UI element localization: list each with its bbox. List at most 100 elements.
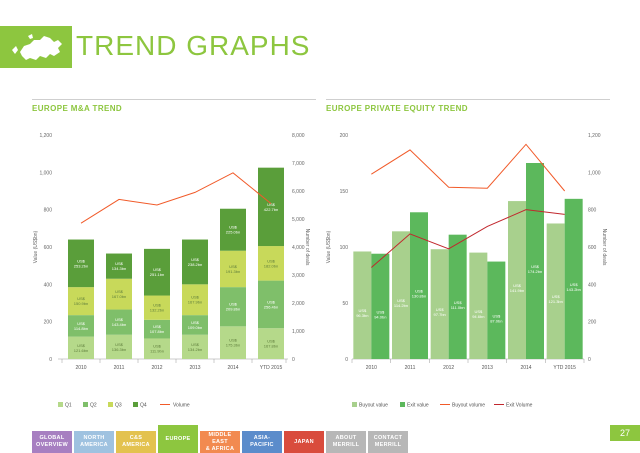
nav-c-s-america[interactable]: C&S AMERICA — [116, 431, 156, 453]
pe-left-tick-label: 150 — [340, 189, 349, 195]
nav-about-merrill[interactable]: ABOUT MERRILL — [326, 431, 366, 453]
pe-x-tick-label: 2012 — [443, 365, 454, 371]
ma-bar-label: 256.4bn — [264, 304, 278, 309]
ma-bar-q3 — [182, 284, 208, 316]
nav-north-america[interactable]: NORTH AMERICA — [74, 431, 114, 453]
pe-bar-exit — [526, 163, 544, 359]
pe-buyout-volume-line — [371, 143, 566, 192]
ma-bar-q1 — [144, 338, 170, 359]
ma-bar-label: US$ — [191, 342, 200, 347]
ma-bar-q4 — [144, 248, 170, 296]
ma-right-tick-label: 6,000 — [292, 189, 305, 195]
pe-bar-buyout — [392, 231, 410, 359]
pe-right-tick-label: 600 — [588, 245, 597, 251]
pe-right-tick-label: 200 — [588, 320, 597, 326]
section-nav: GLOBAL OVERVIEW NORTH AMERICA C&S AMERICA E… — [0, 425, 640, 453]
ma-legend-label-q3: Q3 — [115, 403, 122, 409]
pe-bar-label: US$ — [454, 300, 463, 305]
ma-legend-label-q1: Q1 — [65, 403, 72, 409]
ma-bar-label: US$ — [267, 258, 276, 263]
ma-bar-label: US$ — [77, 296, 86, 301]
pe-bar-exit — [487, 261, 506, 359]
ma-x-tick-label: 2014 — [227, 365, 238, 371]
ma-x-tick-label: 2011 — [114, 365, 125, 371]
ma-left-tick-label: 400 — [44, 282, 53, 288]
pe-right-tick-label: 800 — [588, 208, 597, 214]
nav-middle-east-africa[interactable]: MIDDLE EAST & AFRICA — [200, 431, 240, 453]
ma-bar-label: 209.8bn — [226, 307, 240, 312]
pe-right-tick-label: 400 — [588, 282, 597, 288]
ma-left-tick-label: 800 — [44, 208, 53, 214]
nav-asia-pacific[interactable]: ASIA- PACIFIC — [242, 431, 282, 453]
ma-bar-label: US$ — [267, 202, 276, 207]
ma-bar-q1 — [68, 336, 94, 359]
pe-right-tick-label: 1,200 — [588, 133, 601, 139]
pe-bar-label: 114.2bn — [394, 303, 408, 308]
pe-bar-buyout — [353, 251, 372, 359]
pe-right-tick-label: 1,000 — [588, 170, 601, 176]
pe-bar-label: US$ — [513, 283, 522, 288]
ma-bar-label: 191.3bn — [226, 269, 240, 274]
ma-bar-q1 — [258, 328, 284, 359]
pe-exit-volume-line — [371, 209, 565, 268]
page-title: TREND GRAPHS — [76, 30, 311, 61]
ma-left-tick-label: 0 — [49, 357, 52, 363]
ma-bar-label: 167.8bn — [264, 344, 278, 349]
ma-bar-label: US$ — [229, 225, 238, 230]
ma-right-tick-label: 8,000 — [292, 133, 305, 139]
nav-global-overview[interactable]: GLOBAL OVERVIEW — [32, 431, 72, 453]
ma-bar-q4 — [258, 167, 284, 247]
ma-bar-label: US$ — [229, 302, 238, 307]
ma-bar-label: 143.4bn — [112, 322, 126, 327]
pe-bar-buyout — [469, 252, 488, 359]
pe-y2label: Number of deals — [601, 229, 607, 266]
pe-bar-label: 143.2bn — [566, 287, 580, 292]
ma-right-tick-label: 3,000 — [292, 273, 305, 279]
ma-bar-label: 225.0bn — [226, 230, 240, 235]
ma-bar-label: 121.6bn — [74, 348, 88, 353]
europe-map-icon — [0, 26, 72, 68]
ma-legend-swatch-q3 — [108, 402, 113, 407]
ma-bar-label: US$ — [115, 342, 124, 347]
pe-left-tick-label: 0 — [345, 357, 348, 363]
ma-bar-q1 — [182, 334, 208, 359]
ma-legend-label-q4: Q4 — [140, 403, 147, 409]
ma-bar-label: 167.0bn — [112, 294, 126, 299]
nav-europe[interactable]: EUROPE — [158, 425, 198, 453]
ma-right-tick-label: 5,000 — [292, 217, 305, 223]
ma-bar-label: US$ — [267, 339, 276, 344]
ma-right-tick-label: 2,000 — [292, 301, 305, 307]
ma-left-tick-label: 200 — [44, 320, 53, 326]
pe-bar-buyout — [430, 249, 449, 359]
nav-contact-merrill[interactable]: CONTACT MERRILL — [368, 431, 408, 453]
pe-legend-label-exit-volume: Exit Volume — [506, 403, 533, 409]
ma-bar-label: US$ — [153, 303, 162, 308]
pe-bar-label: US$ — [492, 313, 501, 318]
ma-bar-q4 — [182, 239, 208, 285]
ma-bar-label: 134.3bn — [112, 266, 126, 271]
ma-bar-q4 — [220, 208, 246, 251]
nav-japan[interactable]: JAPAN — [284, 431, 324, 453]
ma-bar-q2 — [144, 319, 170, 339]
page-header: TREND GRAPHS — [0, 26, 640, 70]
ma-bar-label: 167.9bn — [188, 300, 202, 305]
pe-bar-buyout — [508, 201, 526, 359]
ma-left-tick-label: 1,000 — [39, 170, 52, 176]
pe-bar-label: US$ — [376, 309, 385, 314]
ma-bar-q1 — [106, 334, 132, 359]
ma-bar-label: 107.8bn — [150, 329, 164, 334]
ma-bar-q4 — [68, 239, 94, 288]
pe-bar-label: 111.0bn — [451, 305, 465, 310]
ma-volume-line — [80, 172, 272, 224]
pe-x-tick-label: 2014 — [520, 365, 531, 371]
ma-bar-label: US$ — [267, 299, 276, 304]
ma-bar-label: US$ — [115, 317, 124, 322]
ma-bar-label: 422.7bn — [264, 207, 278, 212]
pe-left-tick-label: 100 — [340, 245, 349, 251]
ma-bar-label: US$ — [77, 258, 86, 263]
ma-section-title: EUROPE M&A TREND — [32, 104, 123, 113]
pe-x-tick-label: 2013 — [482, 365, 493, 371]
ma-x-tick-label: 2013 — [189, 365, 200, 371]
pe-bar-label: 87.0bn — [490, 318, 502, 323]
